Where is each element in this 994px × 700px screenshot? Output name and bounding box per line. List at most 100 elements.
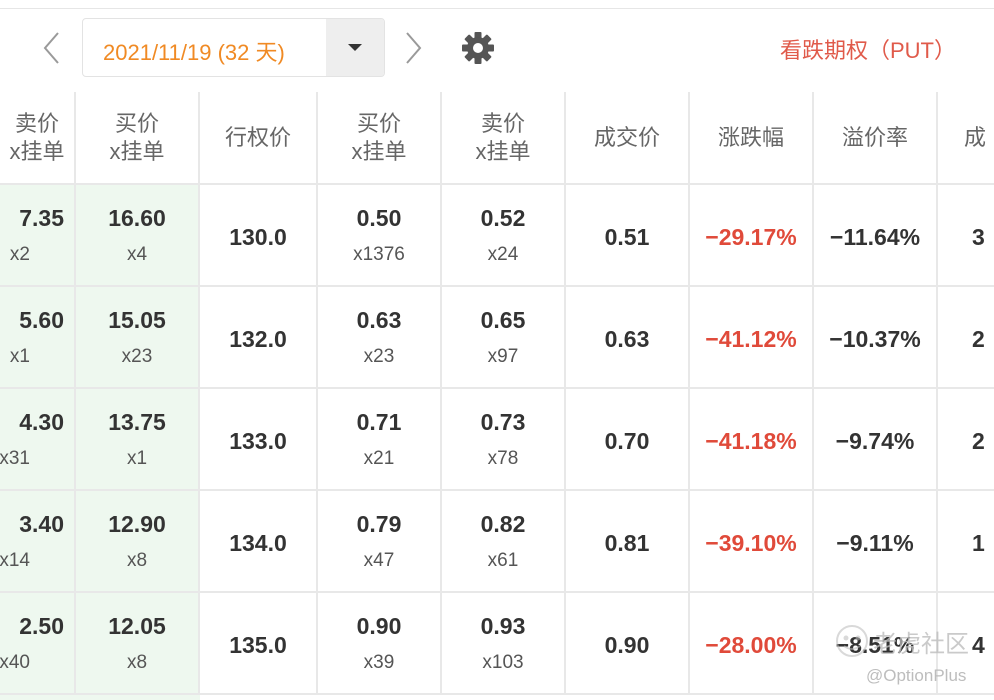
header-label: 涨跌幅 xyxy=(717,124,784,150)
premium-rate-value: −9.11% xyxy=(836,530,914,556)
bid-left-cell[interactable]: 13.75 x1 xyxy=(76,389,200,491)
last-price-cell[interactable]: 0.51 xyxy=(566,185,690,287)
header-label: 买价 xyxy=(114,110,159,136)
header-premium-rate[interactable]: 溢价率 xyxy=(814,92,938,185)
ask-right-value: 0.73 xyxy=(480,409,526,435)
ask-left-cell[interactable]: 4.30 x31 xyxy=(0,389,76,491)
ask-left-cell[interactable]: 2.50 x40 xyxy=(0,593,76,695)
strike-cell[interactable]: 132.0 xyxy=(200,287,318,389)
expiry-date-dropdown[interactable]: 2021/11/19 (32 天) xyxy=(82,18,385,77)
partial-cell[interactable]: 3 xyxy=(938,185,994,287)
last-price-cell[interactable]: 0.90 xyxy=(566,593,690,695)
last-price-value: 0.90 xyxy=(604,632,650,658)
bid-right-cell[interactable]: 0.63 x23 xyxy=(318,287,442,389)
header-label: 行权价 xyxy=(224,124,291,150)
ask-right-cell[interactable]: 0.82 x61 xyxy=(442,491,566,593)
header-bid-left[interactable]: 买价 x挂单 xyxy=(76,92,200,185)
strike-value: 130.0 xyxy=(229,224,287,250)
header-last-price[interactable]: 成交价 xyxy=(566,92,690,185)
ask-right-cell[interactable]: 0.65 x97 xyxy=(442,287,566,389)
premium-rate-cell[interactable]: −10.37% xyxy=(814,287,938,389)
change-pct-value: −41.18% xyxy=(705,428,797,454)
partial-cell[interactable]: 2 xyxy=(938,389,994,491)
premium-rate-cell[interactable]: −11.64% xyxy=(814,185,938,287)
option-chain-table: 卖价 x挂单 买价 x挂单 行权价 买价 x挂单 卖价 x挂单 成交价 涨跌幅 … xyxy=(0,92,994,700)
watermark-handle: @OptionPlus xyxy=(866,666,967,685)
header-strike[interactable]: 行权价 xyxy=(200,92,318,185)
ask-left-size: x1 xyxy=(9,346,30,367)
bid-right-cell[interactable]: 0.79 x47 xyxy=(318,491,442,593)
bid-right-cell[interactable]: 0.71 x21 xyxy=(318,389,442,491)
partial-value: 4 xyxy=(972,632,985,658)
bid-right-value: 0.50 xyxy=(356,205,402,231)
header-label: 成 xyxy=(964,124,987,150)
last-price-value: 0.51 xyxy=(604,224,650,250)
bid-left-value: 16.60 xyxy=(108,205,166,231)
premium-rate-cell[interactable]: −9.11% xyxy=(814,491,938,593)
bid-right-size: x1376 xyxy=(353,244,405,265)
change-pct-cell[interactable]: −41.12% xyxy=(690,287,814,389)
change-pct-cell[interactable]: −39.10% xyxy=(690,491,814,593)
partial-value: 2 xyxy=(972,326,985,352)
strike-value: 133.0 xyxy=(229,428,287,454)
partial-value: 1 xyxy=(972,530,985,556)
bid-left-cell[interactable]: 12.90 x8 xyxy=(76,491,200,593)
bid-right-size: x47 xyxy=(363,550,395,571)
ask-left-cell[interactable]: 3.40 x14 xyxy=(0,491,76,593)
settings-button[interactable] xyxy=(461,31,495,65)
tiger-logo-icon xyxy=(836,625,868,657)
change-pct-cell[interactable]: −28.00% xyxy=(690,593,814,695)
premium-rate-cell[interactable]: −8.51% xyxy=(814,593,938,695)
change-pct-cell[interactable]: −41.18% xyxy=(690,389,814,491)
ask-right-cell[interactable]: 0.73 x78 xyxy=(442,389,566,491)
last-price-cell[interactable]: 0.81 xyxy=(566,491,690,593)
last-price-cell[interactable]: 0.63 xyxy=(566,287,690,389)
ask-right-size: x24 xyxy=(487,244,519,265)
expiry-date-value: 2021/11/19 (32 天) xyxy=(103,40,285,65)
partial-cell[interactable]: 2 xyxy=(938,287,994,389)
caret-down-icon xyxy=(348,44,362,51)
premium-rate-value: −10.37% xyxy=(829,326,921,352)
bid-right-value: 0.90 xyxy=(356,613,402,639)
ask-left-cell[interactable]: 7.35 x2 xyxy=(0,185,76,287)
partial-value: 2 xyxy=(972,428,985,454)
header-partial-column[interactable]: 成 xyxy=(938,92,994,185)
header-label: 卖价 xyxy=(14,110,59,136)
header-sublabel: x挂单 xyxy=(475,138,531,164)
change-pct-cell[interactable]: −29.17% xyxy=(690,185,814,287)
header-change-pct[interactable]: 涨跌幅 xyxy=(690,92,814,185)
ask-left-size: x14 xyxy=(0,550,30,571)
bid-left-cell[interactable]: 12.05 x8 xyxy=(76,593,200,695)
strike-cell[interactable]: 130.0 xyxy=(200,185,318,287)
option-type-put-tab[interactable]: 看跌期权（PUT） xyxy=(779,38,956,63)
ask-right-cell[interactable]: 0.52 x24 xyxy=(442,185,566,287)
bid-left-value: 13.75 xyxy=(108,409,166,435)
partial-cell[interactable]: 1 xyxy=(938,491,994,593)
header-ask-right[interactable]: 卖价 x挂单 xyxy=(442,92,566,185)
ask-right-cell[interactable]: 0.93 x103 xyxy=(442,593,566,695)
previous-expiry-button[interactable] xyxy=(36,28,68,68)
header-ask-left[interactable]: 卖价 x挂单 xyxy=(0,92,76,185)
premium-rate-value: −9.74% xyxy=(835,428,915,454)
next-expiry-button[interactable] xyxy=(397,28,429,68)
strike-cell[interactable]: 134.0 xyxy=(200,491,318,593)
bid-right-cell[interactable]: 0.50 x1376 xyxy=(318,185,442,287)
last-price-value: 0.63 xyxy=(604,326,650,352)
last-price-value: 0.81 xyxy=(604,530,650,556)
bid-left-size: x1 xyxy=(126,448,148,469)
ask-left-value: 4.30 xyxy=(19,409,64,435)
dropdown-toggle[interactable] xyxy=(326,19,384,76)
header-bid-right[interactable]: 买价 x挂单 xyxy=(318,92,442,185)
premium-rate-cell[interactable]: −9.74% xyxy=(814,389,938,491)
partial-cell[interactable]: 4 xyxy=(938,593,994,695)
bid-left-value: 12.90 xyxy=(108,511,166,537)
ask-left-value: 2.50 xyxy=(19,613,64,639)
strike-cell[interactable]: 133.0 xyxy=(200,389,318,491)
bid-right-value: 0.79 xyxy=(356,511,402,537)
strike-cell[interactable]: 135.0 xyxy=(200,593,318,695)
bid-right-cell[interactable]: 0.90 x39 xyxy=(318,593,442,695)
last-price-cell[interactable]: 0.70 xyxy=(566,389,690,491)
bid-left-cell[interactable]: 16.60 x4 xyxy=(76,185,200,287)
bid-left-cell[interactable]: 15.05 x23 xyxy=(76,287,200,389)
ask-left-cell[interactable]: 5.60 x1 xyxy=(0,287,76,389)
